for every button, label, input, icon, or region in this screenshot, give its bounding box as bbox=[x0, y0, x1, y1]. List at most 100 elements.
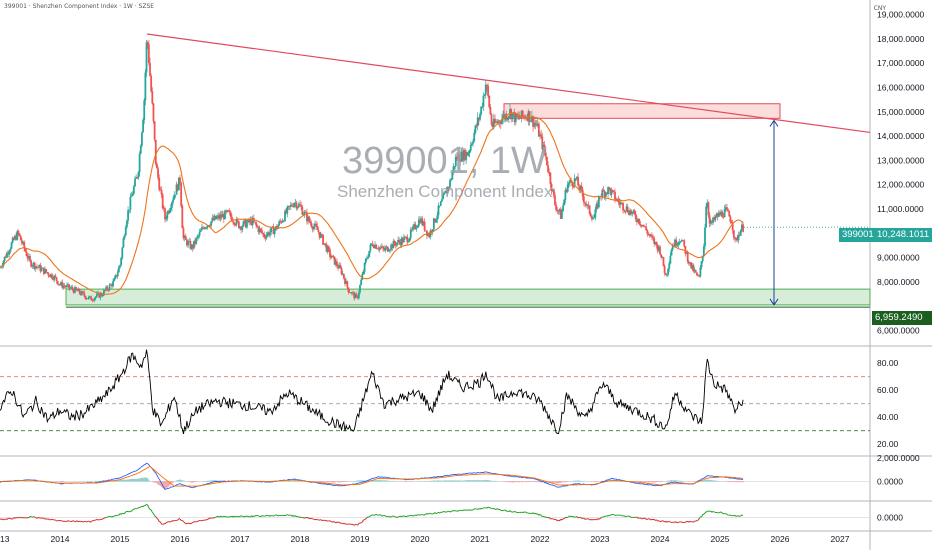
candle-body bbox=[737, 235, 740, 241]
candle-body bbox=[535, 124, 538, 126]
oscillator-segment bbox=[580, 516, 582, 519]
candle-body bbox=[727, 209, 729, 212]
candle-body bbox=[259, 228, 262, 231]
candle-body bbox=[249, 219, 252, 223]
candle-body bbox=[726, 207, 728, 210]
candle-body bbox=[162, 208, 165, 209]
candle-body bbox=[257, 226, 260, 233]
candle-body bbox=[514, 113, 517, 123]
candle-body bbox=[390, 244, 393, 250]
oscillator-segment bbox=[596, 518, 599, 521]
candle-body bbox=[524, 116, 526, 119]
oscillator-segment bbox=[651, 518, 654, 521]
candle-body bbox=[505, 114, 508, 120]
price-pane[interactable] bbox=[0, 33, 871, 308]
candle-body bbox=[405, 236, 408, 238]
candle-body bbox=[731, 223, 734, 231]
oscillator-segment bbox=[28, 516, 31, 518]
watermark-symbol: 399001, 1W bbox=[342, 140, 547, 182]
candle-body bbox=[442, 194, 444, 200]
candle-body bbox=[402, 237, 405, 243]
candle-body bbox=[173, 194, 176, 200]
candle-body bbox=[191, 244, 194, 249]
candle-body bbox=[217, 215, 219, 218]
candle-body bbox=[34, 266, 37, 269]
oscillator-segment bbox=[381, 515, 384, 517]
candle-body bbox=[596, 203, 599, 208]
candle-body bbox=[367, 256, 369, 259]
oscillator-segment bbox=[713, 511, 716, 513]
oscillator-segment bbox=[636, 516, 639, 519]
oscillator-segment bbox=[730, 514, 732, 517]
candle-body bbox=[544, 152, 547, 157]
candle-body bbox=[156, 163, 158, 169]
rsi-pane[interactable] bbox=[0, 349, 870, 435]
candle-body bbox=[126, 220, 128, 228]
candle-body bbox=[242, 221, 245, 227]
oscillator-segment bbox=[192, 521, 195, 523]
candle-body bbox=[698, 275, 701, 277]
oscillator-segment bbox=[505, 509, 507, 512]
candle-body bbox=[94, 296, 97, 298]
candle-body bbox=[588, 205, 591, 214]
candle-body bbox=[366, 258, 368, 260]
candle-body bbox=[232, 221, 234, 223]
candle-body bbox=[479, 114, 481, 120]
oscillator-segment bbox=[3, 518, 5, 521]
last-price-symbol-tag: 399001 bbox=[839, 228, 877, 242]
oscillator-segment bbox=[159, 521, 162, 525]
candle-body bbox=[59, 284, 61, 285]
oscillator-segment bbox=[30, 516, 33, 518]
candle-body bbox=[679, 241, 682, 243]
candle-body bbox=[383, 248, 386, 251]
candle-body bbox=[360, 279, 363, 286]
macd-tick-label: 2,000.0000 bbox=[877, 453, 920, 463]
candle-body bbox=[109, 284, 112, 286]
oscillator-segment bbox=[434, 512, 437, 514]
oscillator-segment bbox=[238, 515, 241, 518]
candle-body bbox=[711, 221, 713, 223]
candle-body bbox=[187, 241, 189, 246]
oscillator-segment bbox=[181, 520, 184, 522]
candle-body bbox=[467, 152, 470, 156]
candle-body bbox=[580, 185, 583, 190]
oscillator-segment bbox=[48, 518, 50, 521]
candle-body bbox=[207, 225, 210, 226]
oscillator-segment bbox=[378, 514, 380, 516]
candle-body bbox=[492, 118, 495, 128]
candle-body bbox=[209, 225, 211, 227]
oscillator-segment bbox=[532, 512, 535, 515]
candle-body bbox=[430, 230, 433, 233]
oscillator-segment bbox=[266, 514, 268, 517]
macd-pane[interactable] bbox=[0, 462, 870, 490]
candle-body bbox=[329, 249, 331, 258]
candle-body bbox=[586, 204, 589, 206]
candle-body bbox=[122, 238, 125, 248]
candle-body bbox=[160, 189, 163, 195]
candle-body bbox=[678, 242, 681, 243]
oscillator-segment bbox=[677, 521, 679, 524]
candle-body bbox=[626, 206, 629, 213]
candle-body bbox=[196, 236, 199, 239]
oscillator-pane[interactable] bbox=[0, 503, 870, 526]
candle-body bbox=[738, 235, 741, 236]
oscillator-segment bbox=[438, 511, 440, 514]
oscillator-segment bbox=[156, 517, 159, 520]
candle-body bbox=[270, 227, 273, 233]
candle-body bbox=[100, 293, 103, 296]
oscillator-segment bbox=[653, 518, 656, 521]
candle-body bbox=[199, 230, 202, 232]
candle-body bbox=[265, 234, 268, 239]
candle-body bbox=[32, 262, 35, 266]
candle-body bbox=[147, 44, 150, 63]
candle-body bbox=[45, 269, 48, 273]
candle-body bbox=[192, 240, 195, 249]
candle-body bbox=[639, 224, 642, 225]
candle-body bbox=[484, 84, 487, 95]
oscillator-segment bbox=[629, 515, 632, 518]
oscillator-segment bbox=[12, 517, 15, 520]
oscillator-segment bbox=[499, 509, 502, 511]
oscillator-segment bbox=[539, 514, 542, 516]
